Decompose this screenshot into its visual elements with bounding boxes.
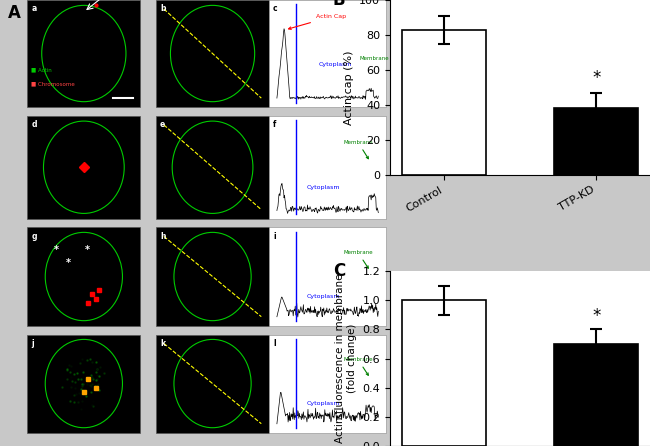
Text: j: j (31, 339, 34, 348)
Text: a: a (31, 4, 36, 13)
Bar (554, 108, 638, 175)
Bar (156, 334, 269, 433)
Text: *: * (66, 258, 71, 268)
Text: B: B (333, 0, 345, 9)
Text: *: * (54, 245, 59, 255)
Bar (402, 30, 486, 175)
Text: A: A (8, 4, 21, 22)
Text: Cytoplasm: Cytoplasm (307, 293, 341, 299)
Bar (269, 116, 386, 219)
Text: Membrane: Membrane (359, 56, 389, 62)
Text: g: g (31, 232, 36, 241)
Text: Cytoplasm: Cytoplasm (307, 185, 341, 190)
Text: Cytoplasm: Cytoplasm (318, 62, 352, 67)
Text: Membrane: Membrane (343, 357, 373, 375)
Text: h: h (160, 232, 165, 241)
Bar (27, 227, 140, 326)
Text: ■ Actin: ■ Actin (31, 67, 52, 72)
Bar (27, 334, 140, 433)
Text: *: * (592, 70, 601, 87)
Bar (554, 344, 638, 446)
Bar (27, 116, 140, 219)
Text: i: i (273, 232, 276, 241)
Y-axis label: Actin fluorescence in membrane
(fold change): Actin fluorescence in membrane (fold cha… (335, 274, 357, 443)
Text: l: l (273, 339, 276, 348)
Text: k: k (160, 339, 165, 348)
Text: Cytoplasm: Cytoplasm (307, 401, 341, 406)
Text: *: * (85, 245, 90, 255)
Text: Membrane: Membrane (343, 250, 373, 268)
Bar (269, 227, 386, 326)
Bar (269, 0, 386, 107)
Bar (156, 116, 269, 219)
Text: Actin Cap: Actin Cap (289, 14, 346, 29)
Text: C: C (333, 262, 345, 281)
Text: b: b (160, 4, 165, 13)
Text: c: c (273, 4, 278, 13)
Bar (269, 334, 386, 433)
Text: f: f (273, 120, 276, 129)
Bar (156, 227, 269, 326)
Bar (402, 300, 486, 446)
Text: ■ Chromosome: ■ Chromosome (31, 81, 75, 86)
Y-axis label: Actin cap (%): Actin cap (%) (344, 50, 354, 125)
Text: d: d (31, 120, 36, 129)
Text: e: e (160, 120, 165, 129)
Text: Membrane: Membrane (343, 140, 373, 159)
Bar (27, 0, 140, 107)
Text: *: * (592, 307, 601, 325)
Bar (156, 0, 269, 107)
